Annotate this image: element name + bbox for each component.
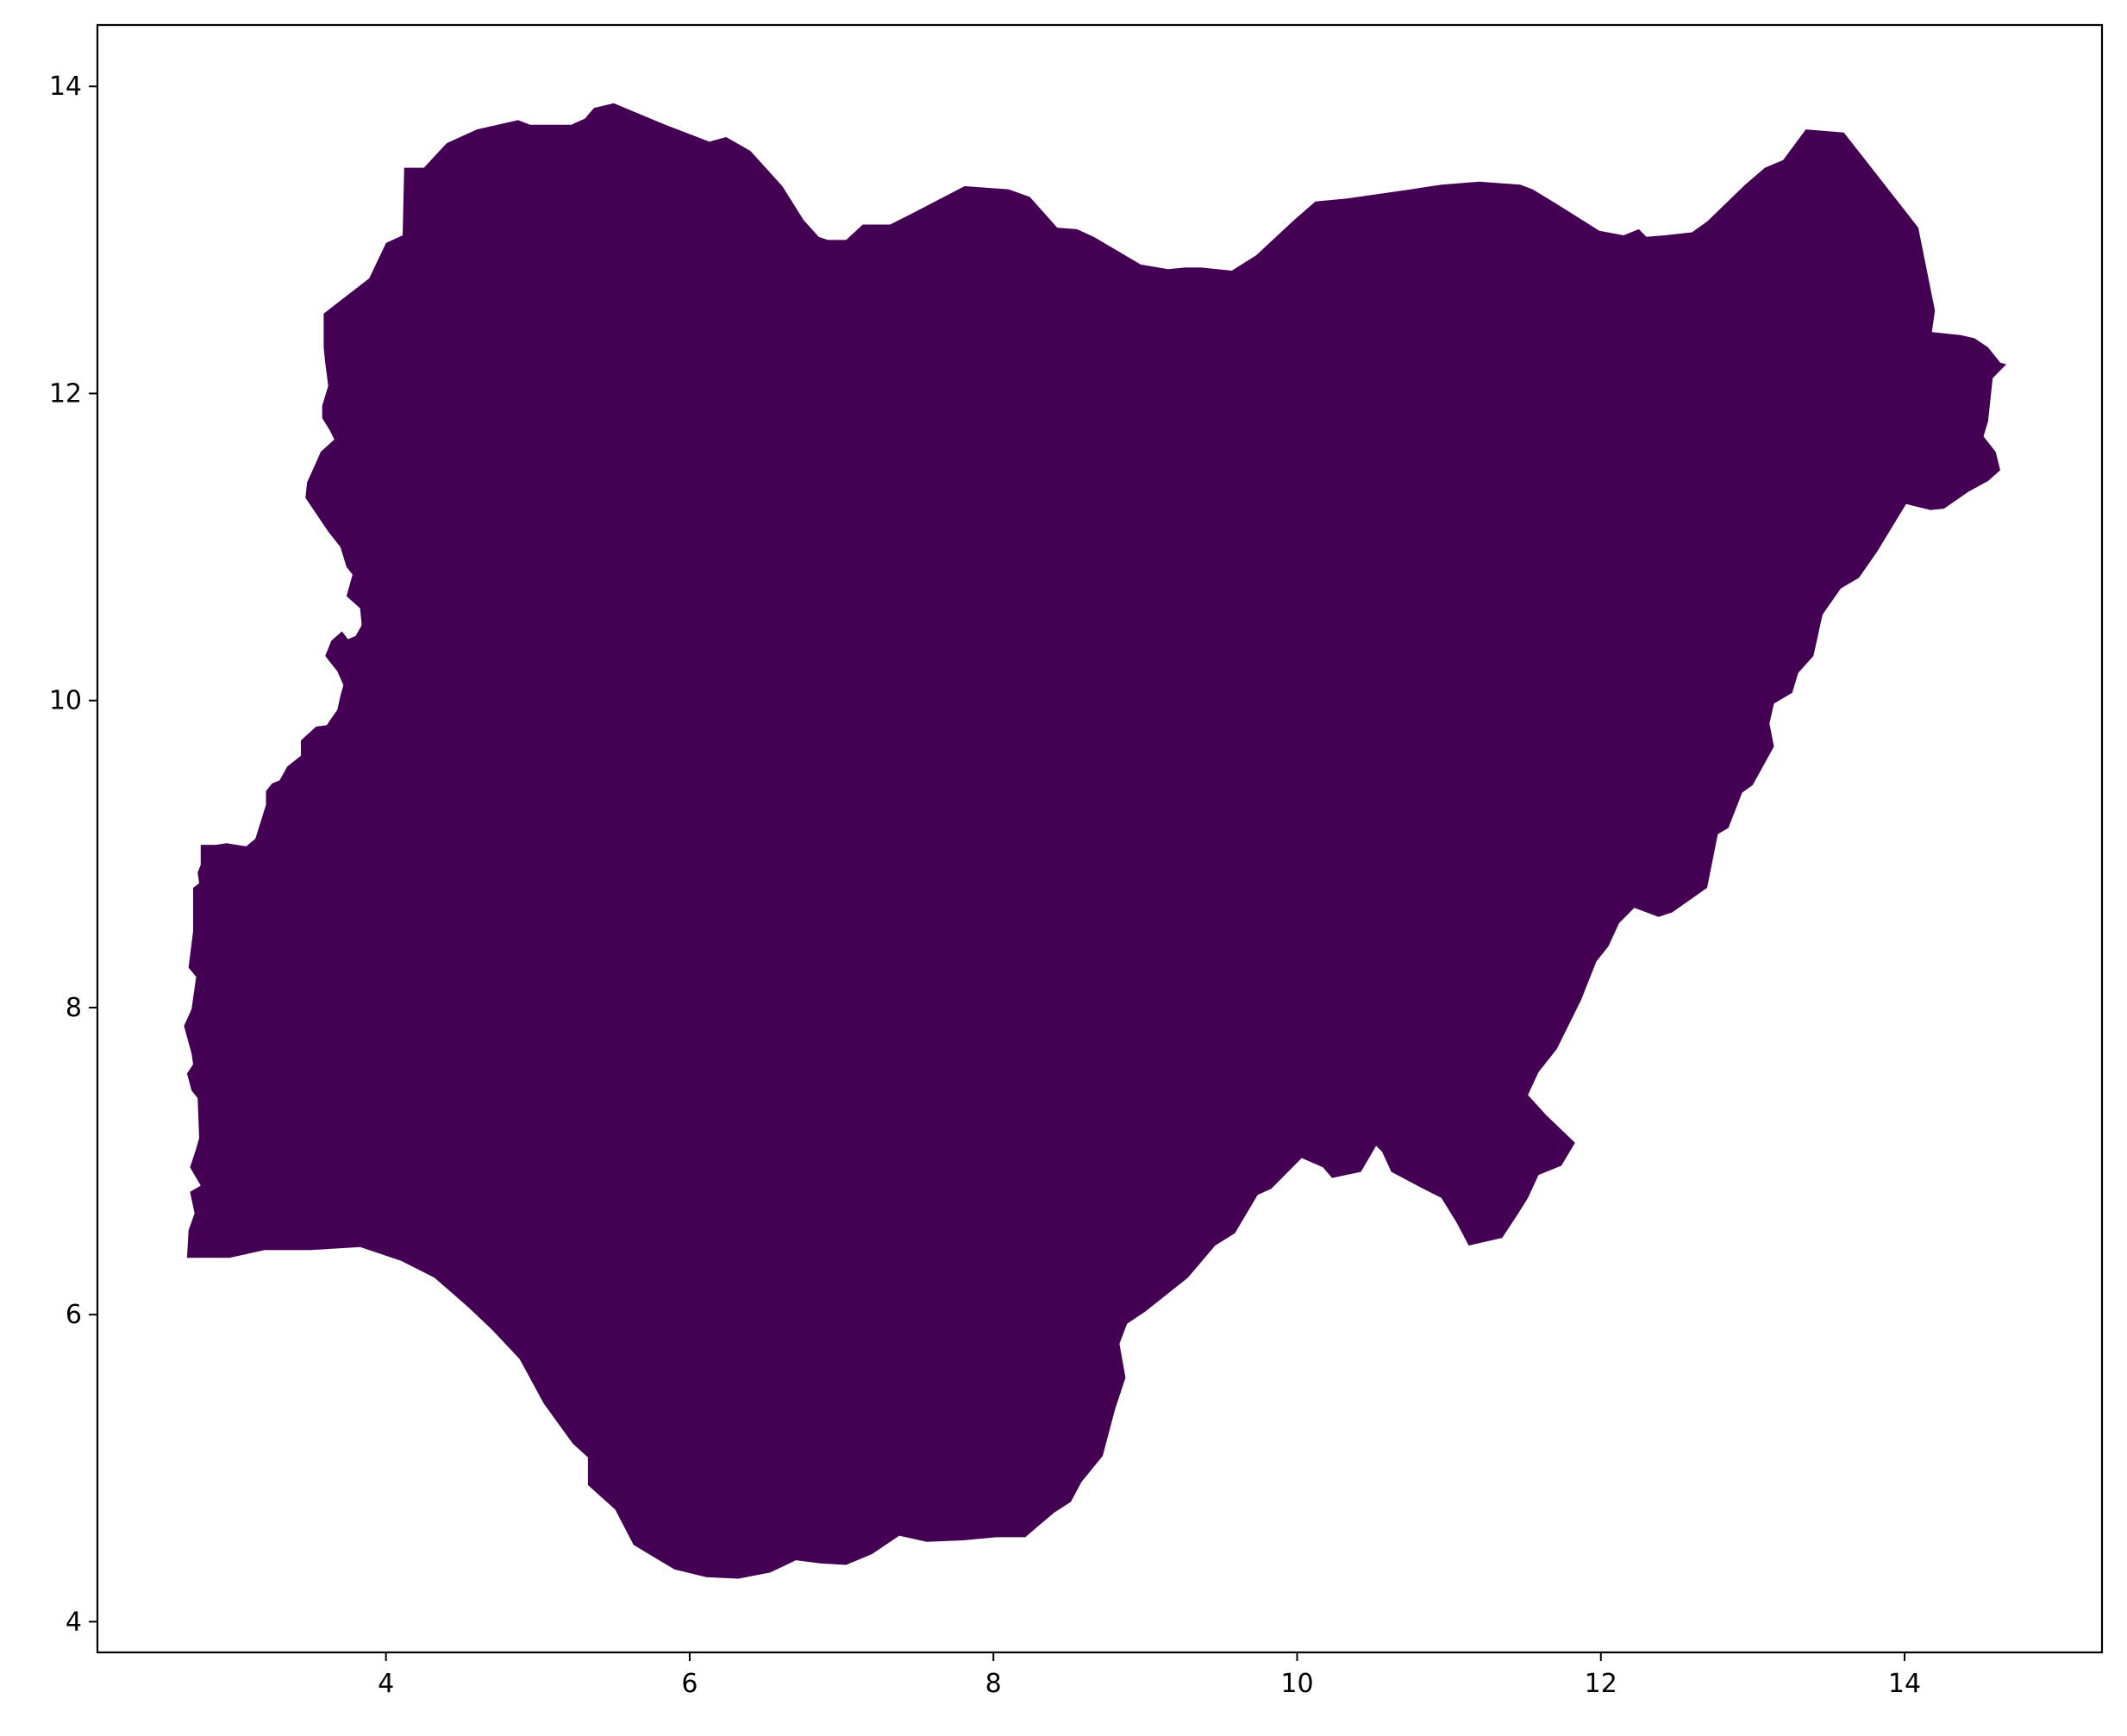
x-tick-label: 8 xyxy=(985,1669,1002,1699)
x-tick-label: 6 xyxy=(681,1669,698,1699)
y-tick-label: 10 xyxy=(49,686,82,716)
axes-frame xyxy=(96,23,2104,1654)
x-tick-label: 14 xyxy=(1888,1669,1921,1699)
y-tick-label: 12 xyxy=(49,378,82,409)
x-tick-label: 12 xyxy=(1585,1669,1617,1699)
y-tick-label: 6 xyxy=(66,1300,82,1330)
y-tick-label: 14 xyxy=(49,72,82,102)
y-tick-label: 4 xyxy=(66,1607,82,1637)
x-tick-label: 4 xyxy=(378,1669,394,1699)
y-tick-label: 8 xyxy=(66,993,82,1023)
country-region xyxy=(184,103,2007,1579)
map-plot-area xyxy=(184,103,2007,1579)
axes: 4 6 8 10 12 14 4 6 8 10 12 14 xyxy=(49,23,2104,1699)
x-tick-label: 10 xyxy=(1280,1669,1313,1699)
